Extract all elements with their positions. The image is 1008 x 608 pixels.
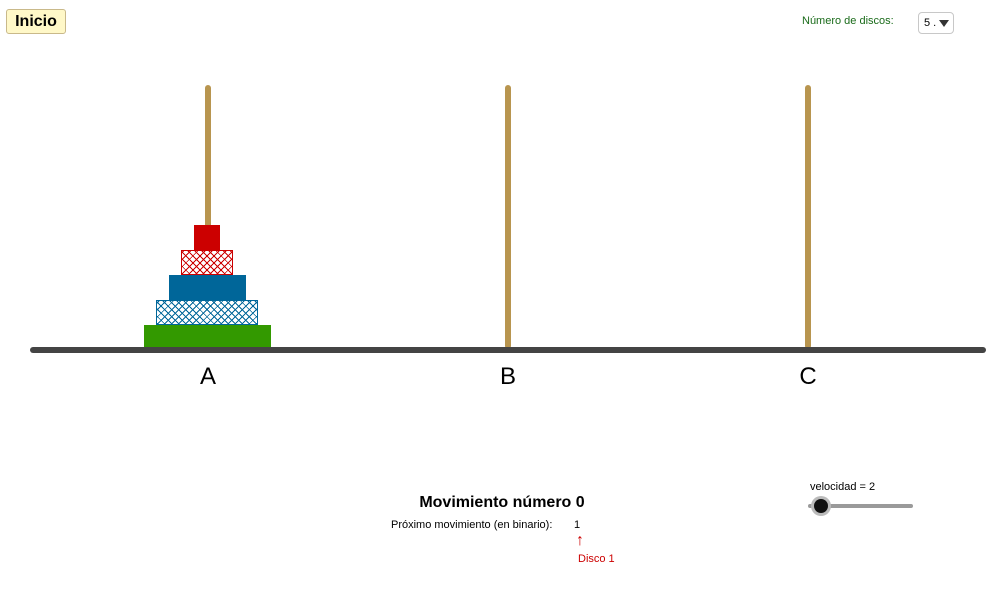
disk-5[interactable] bbox=[144, 325, 271, 350]
move-title: Movimiento número 0 bbox=[419, 494, 585, 511]
disk-1[interactable] bbox=[194, 225, 220, 250]
disk-2[interactable] bbox=[181, 250, 233, 275]
peg-label-b: B bbox=[499, 363, 516, 390]
speed-slider-handle[interactable] bbox=[814, 499, 828, 513]
disk-4[interactable] bbox=[156, 300, 258, 325]
speed-label: velocidad = 2 bbox=[810, 481, 876, 493]
disk-3[interactable] bbox=[169, 275, 246, 300]
disc-count-label: Número de discos: bbox=[802, 15, 894, 27]
next-move-value: 1 bbox=[574, 519, 581, 531]
peg-label-a: A bbox=[199, 363, 216, 390]
rod-c bbox=[805, 85, 811, 349]
start-button[interactable]: Inicio bbox=[6, 9, 66, 34]
up-arrow-icon: ↑ bbox=[576, 532, 584, 549]
next-disk-label: Disco 1 bbox=[578, 553, 615, 565]
chevron-down-icon bbox=[939, 20, 949, 27]
rod-b bbox=[505, 85, 511, 349]
disc-count-select[interactable]: 5 . bbox=[918, 12, 954, 34]
rod-a bbox=[205, 85, 211, 349]
peg-label-c: C bbox=[799, 363, 817, 390]
next-move-label: Próximo movimiento (en binario): bbox=[391, 519, 553, 531]
base-line bbox=[30, 347, 986, 353]
disc-count-value: 5 . bbox=[924, 17, 937, 29]
speed-slider-track[interactable] bbox=[808, 504, 913, 508]
